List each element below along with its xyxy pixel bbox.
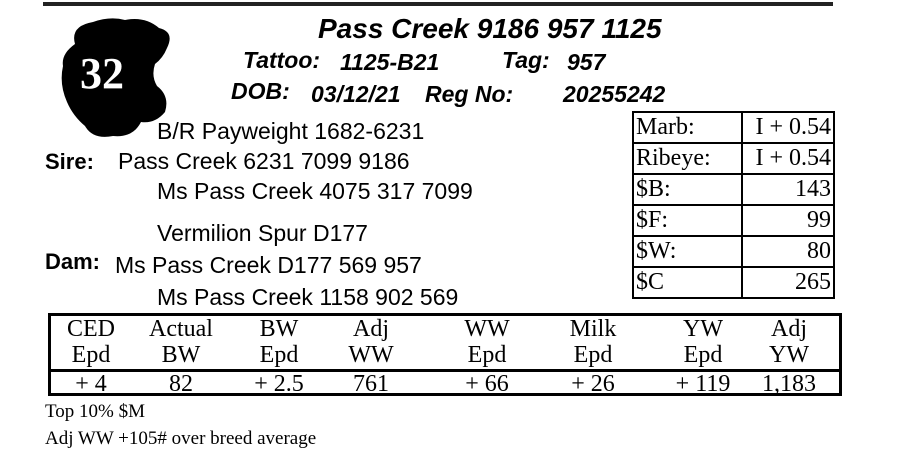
epd-value: 761 <box>353 371 389 397</box>
lot-number-blob-icon <box>61 18 170 137</box>
tattoo-label: Tattoo: <box>243 47 321 73</box>
epd-header-line2: Epd <box>259 342 299 368</box>
stat-value: 265 <box>741 266 835 299</box>
tattoo-value: 1125-B21 <box>340 49 440 75</box>
reg-value: 20255242 <box>563 81 666 107</box>
epd-column-header: BW Epd <box>229 316 329 368</box>
stat-value: I + 0.54 <box>741 142 835 175</box>
epd-header-line2: WW <box>348 342 394 368</box>
stat-label: $C <box>632 266 743 299</box>
epd-header-line1: CED <box>67 316 115 342</box>
epd-header-line1: YW <box>683 316 723 342</box>
stat-value: 80 <box>741 235 835 268</box>
stats-row: Ribeye: I + 0.54 <box>632 142 835 175</box>
tag-value: 957 <box>567 49 606 75</box>
epd-header-line2: Epd <box>573 342 613 368</box>
stat-label: $B: <box>632 173 743 206</box>
epd-header-line2: Epd <box>467 342 507 368</box>
dob-label: DOB: <box>231 78 290 104</box>
epd-header-line2: Epd <box>71 342 111 368</box>
epd-value: + 2.5 <box>254 371 304 397</box>
stat-label: $F: <box>632 204 743 237</box>
epd-header-line1: Adj <box>353 316 389 342</box>
reg-label: Reg No: <box>425 81 514 107</box>
dam-label: Dam: <box>45 249 101 274</box>
sire-name: Pass Creek 6231 7099 9186 <box>118 148 410 174</box>
sire-dam: Ms Pass Creek 4075 317 7099 <box>157 178 473 204</box>
epd-header-line1: WW <box>464 316 510 342</box>
dam-name: Ms Pass Creek D177 569 957 <box>115 252 422 278</box>
animal-name: Pass Creek 9186 957 1125 <box>318 13 662 44</box>
tag-label: Tag: <box>502 47 550 73</box>
dam-sire: Vermilion Spur D177 <box>157 220 368 246</box>
sire-label: Sire: <box>45 149 94 174</box>
epd-table: CED Epd + 4 Actual BW 82 BW Epd + 2.5 Adj WW 761 WW E… <box>48 313 842 397</box>
epd-column-header: CED Epd <box>41 316 141 368</box>
epd-column-header: Adj WW <box>321 316 421 368</box>
stats-row: $B: 143 <box>632 173 835 206</box>
epd-value: + 66 <box>465 371 509 397</box>
epd-header-line1: Adj <box>771 316 807 342</box>
epd-header-line1: Actual <box>149 316 213 342</box>
epd-header-line2: BW <box>161 342 201 368</box>
epd-value: + 26 <box>571 371 615 397</box>
epd-value: + 119 <box>675 371 731 397</box>
epd-header-row <box>51 316 839 372</box>
epd-header-line2: Epd <box>683 342 723 368</box>
note-adj-ww: Adj WW +105# over breed average <box>45 428 317 449</box>
epd-header-line1: BW <box>259 316 299 342</box>
epd-column-header: WW Epd <box>437 316 537 368</box>
stat-label: Ribeye: <box>632 142 743 175</box>
stats-row: Marb: I + 0.54 <box>632 111 835 144</box>
dam-dam: Ms Pass Creek 1158 902 569 <box>157 284 459 310</box>
stats-row: $F: 99 <box>632 204 835 237</box>
stat-value: I + 0.54 <box>741 111 835 144</box>
epd-value: 82 <box>169 371 193 397</box>
epd-header-line1: Milk <box>569 316 617 342</box>
sire-sire: B/R Payweight 1682-6231 <box>157 118 425 144</box>
stat-value: 143 <box>741 173 835 206</box>
stats-row: $W: 80 <box>632 235 835 268</box>
carcass-stats-table: Marb: I + 0.54 Ribeye: I + 0.54 $B: 143 $F: 99 $… <box>632 111 835 299</box>
epd-column-header: YW Epd <box>653 316 753 368</box>
lot-number: 32 <box>80 49 124 98</box>
epd-value: + 4 <box>75 371 107 397</box>
stat-value: 99 <box>741 204 835 237</box>
epd-column-header: Actual BW <box>131 316 231 368</box>
epd-column-header: Milk Epd <box>543 316 643 368</box>
epd-value: 1,183 <box>762 371 816 397</box>
stats-row: $C 265 <box>632 266 835 299</box>
stat-label: Marb: <box>632 111 743 144</box>
dob-value: 03/12/21 <box>311 81 401 107</box>
stat-label: $W: <box>632 235 743 268</box>
top-rule <box>43 2 833 6</box>
note-top-10: Top 10% $M <box>45 401 146 422</box>
epd-column-header: Adj YW <box>739 316 839 368</box>
epd-header-line2: YW <box>769 342 809 368</box>
